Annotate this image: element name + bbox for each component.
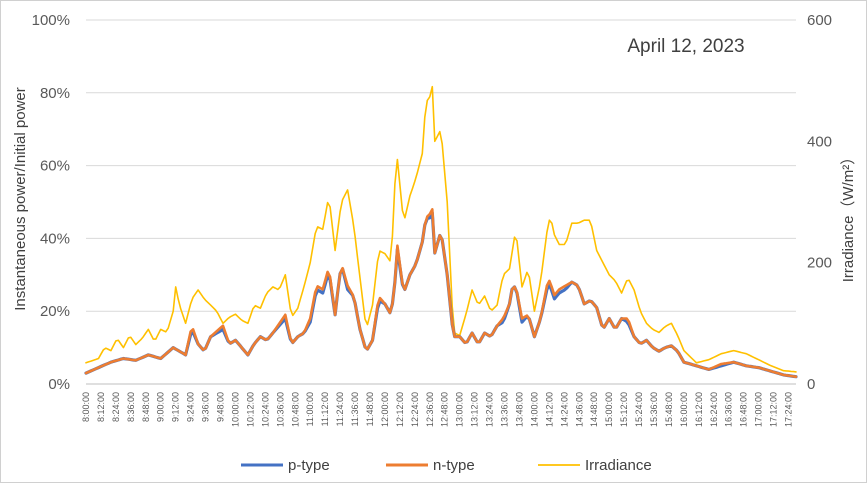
y-tick-label: 80%: [40, 85, 70, 102]
x-tick-label: 13:12:00: [470, 392, 480, 427]
x-tick-label: 16:00:00: [679, 392, 689, 427]
x-tick-label: 17:00:00: [754, 392, 764, 427]
x-tick-label: 14:36:00: [574, 392, 584, 427]
x-tick-label: 16:48:00: [739, 392, 749, 427]
x-tick-label: 16:36:00: [724, 392, 734, 427]
y-tick-label: 20%: [40, 303, 70, 320]
legend-label: Irradiance: [585, 457, 652, 474]
x-tick-label: 9:00:00: [156, 392, 166, 422]
x-tick-label: 10:24:00: [260, 392, 270, 427]
x-tick-label: 14:12:00: [544, 392, 554, 427]
series-line-irradiance: [85, 85, 797, 373]
x-tick-label: 13:24:00: [485, 392, 495, 427]
x-tick-label: 17:12:00: [769, 392, 779, 427]
y-tick-label: 40%: [40, 230, 70, 247]
series-line-n-type: [84, 208, 798, 379]
x-tick-label: 17:24:00: [784, 392, 794, 427]
x-tick-label: 15:00:00: [604, 392, 614, 427]
x-tick-label: 11:00:00: [305, 392, 315, 426]
left-axis-title: Instantaneous power/Initial power: [12, 87, 29, 310]
x-tick-label: 11:36:00: [350, 392, 360, 426]
x-tick-label: 8:12:00: [96, 392, 106, 422]
y2-tick-label: 200: [807, 255, 832, 272]
legend-label: p-type: [288, 457, 330, 474]
x-tick-label: 12:00:00: [380, 392, 390, 427]
x-tick-label: 10:00:00: [230, 392, 240, 427]
right-axis-ticks: 0 200 400 600: [807, 12, 832, 393]
x-tick-label: 8:48:00: [141, 392, 151, 422]
x-tick-label: 16:12:00: [694, 392, 704, 427]
right-axis-title: Irradiance（W/m²）: [840, 150, 857, 283]
series-lines: [84, 85, 798, 379]
y2-tick-label: 0: [807, 376, 815, 393]
x-tick-label: 10:48:00: [290, 392, 300, 427]
x-tick-label: 11:24:00: [335, 392, 345, 426]
x-tick-label: 10:36:00: [275, 392, 285, 427]
x-tick-label: 11:48:00: [365, 392, 375, 426]
x-tick-label: 15:36:00: [649, 392, 659, 427]
x-tick-label: 9:36:00: [201, 392, 211, 422]
left-axis-ticks: 0% 20% 40% 60% 80% 100%: [32, 12, 70, 393]
x-tick-label: 10:12:00: [245, 392, 255, 427]
x-tick-label: 12:36:00: [425, 392, 435, 427]
x-tick-label: 8:00:00: [81, 392, 91, 422]
x-tick-label: 15:48:00: [664, 392, 674, 427]
y-tick-label: 100%: [32, 12, 70, 29]
x-tick-label: 9:24:00: [186, 392, 196, 422]
x-tick-label: 13:48:00: [514, 392, 524, 427]
x-tick-label: 15:12:00: [619, 392, 629, 427]
y2-tick-label: 400: [807, 133, 832, 150]
legend: p-type n-type Irradiance: [241, 457, 652, 474]
x-tick-label: 14:00:00: [529, 392, 539, 427]
x-tick-label: 8:36:00: [126, 392, 136, 422]
x-tick-label: 16:24:00: [709, 392, 719, 427]
x-tick-label: 15:24:00: [634, 392, 644, 427]
x-tick-label: 12:24:00: [410, 392, 420, 427]
x-tick-label: 8:24:00: [111, 392, 121, 422]
x-tick-label: 13:36:00: [500, 392, 510, 427]
y-tick-label: 0%: [48, 376, 70, 393]
x-tick-label: 12:12:00: [395, 392, 405, 427]
x-tick-label: 14:24:00: [559, 392, 569, 427]
x-tick-label: 14:48:00: [589, 392, 599, 427]
x-tick-label: 12:48:00: [440, 392, 450, 427]
x-tick-label: 9:12:00: [171, 392, 181, 422]
x-tick-label: 13:00:00: [455, 392, 465, 427]
x-tick-label: 9:48:00: [216, 392, 226, 422]
legend-label: n-type: [433, 457, 475, 474]
x-tick-label: 11:12:00: [320, 392, 330, 426]
x-axis-ticks: 8:00:00 8:12:00 8:24:00 8:36:00 8:48:00 9:00:…: [81, 392, 794, 427]
date-annotation: April 12, 2023: [627, 36, 744, 57]
y2-tick-label: 600: [807, 12, 832, 29]
y-tick-label: 60%: [40, 158, 70, 175]
